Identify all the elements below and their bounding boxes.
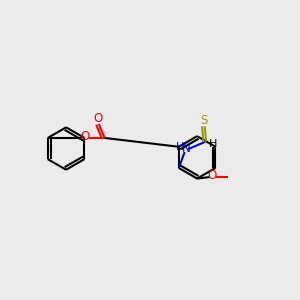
Text: N: N bbox=[182, 142, 190, 155]
Text: H: H bbox=[176, 142, 184, 152]
Text: O: O bbox=[81, 130, 90, 143]
Text: O: O bbox=[208, 169, 217, 182]
Text: H: H bbox=[208, 139, 217, 149]
Text: S: S bbox=[200, 114, 208, 127]
Text: O: O bbox=[93, 112, 103, 125]
